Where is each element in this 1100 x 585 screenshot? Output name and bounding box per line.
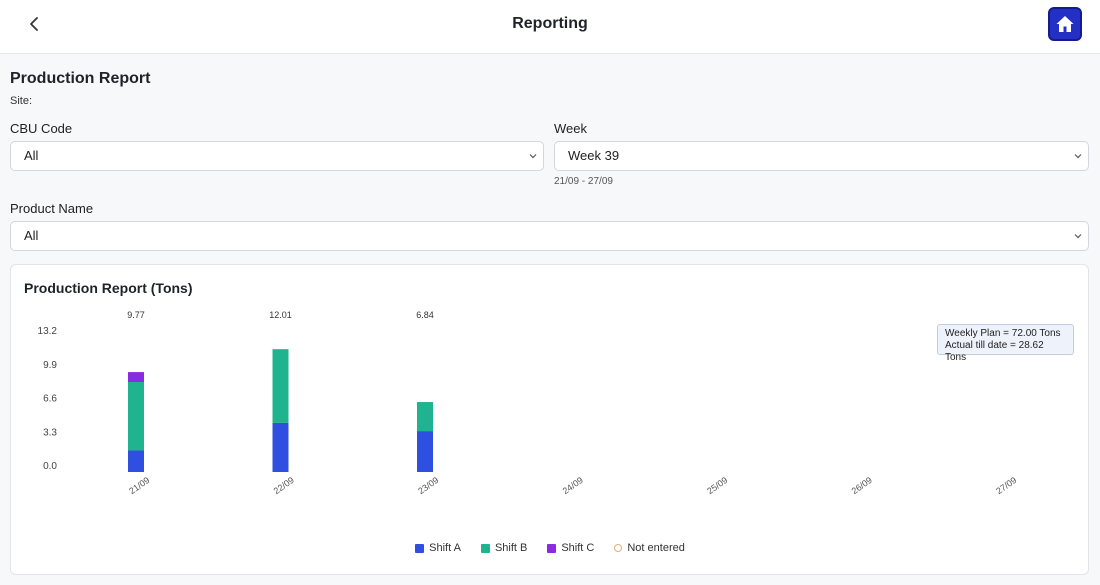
bar-shift-c (128, 372, 144, 382)
chevron-down-icon (1074, 234, 1082, 239)
week-label: Week (554, 121, 587, 136)
bar-shift-a (128, 450, 144, 472)
bar-shift-a (272, 422, 289, 472)
bar-shift-b (272, 349, 289, 423)
week-value: Week 39 (568, 148, 620, 163)
product-name-select[interactable]: All (10, 221, 1089, 251)
chevron-down-icon (529, 154, 537, 159)
legend-item[interactable]: Not entered (614, 540, 685, 556)
y-tick-label: 9.9 (43, 360, 57, 371)
site-label: Site: (10, 95, 33, 107)
legend-item[interactable]: Shift C (547, 540, 594, 556)
bar-total-label: 6.84 (416, 310, 434, 320)
actual-till-date-text: Actual till date = 28.62 Tons (945, 340, 1044, 363)
legend-label: Not entered (627, 542, 685, 554)
legend-swatch (614, 544, 623, 552)
home-button[interactable] (1048, 7, 1082, 41)
y-tick-label: 13.2 (38, 326, 58, 337)
week-select[interactable]: Week 39 (554, 141, 1089, 171)
bar-shift-a (417, 431, 433, 472)
report-title: Production Report (10, 70, 151, 87)
cbu-code-label: CBU Code (10, 121, 73, 136)
cbu-code-select[interactable]: All (10, 141, 544, 171)
chart-card (10, 264, 1089, 575)
bar-shift-b (128, 382, 144, 451)
y-tick-label: 3.3 (43, 427, 57, 438)
weekly-plan-text: Weekly Plan = 72.00 Tons (945, 328, 1061, 339)
week-date-range: 21/09 - 27/09 (554, 176, 613, 187)
bar-total-label: 9.77 (127, 310, 145, 320)
home-icon (1056, 16, 1074, 32)
chevron-left-icon (30, 17, 38, 31)
legend-label: Shift B (494, 542, 528, 554)
legend-swatch (547, 543, 557, 553)
legend-swatch (415, 543, 425, 553)
x-tick-label: 21/09 (127, 475, 151, 496)
bar-total-label: 12.01 (269, 310, 292, 320)
back-button[interactable] (22, 12, 46, 36)
bar-shift-b (417, 402, 433, 432)
x-tick-label: 26/09 (850, 475, 874, 496)
x-tick-label: 27/09 (994, 475, 1018, 496)
weekly-summary-tooltip: Weekly Plan = 72.00 Tons Actual till dat… (937, 324, 1074, 363)
cbu-code-value: All (24, 148, 39, 163)
legend-label: Shift C (561, 542, 595, 554)
chart-legend: Shift A Shift B Shift C Not entered (0, 540, 1100, 556)
product-name-label: Product Name (10, 201, 94, 216)
legend-item[interactable]: Shift A (415, 540, 461, 556)
x-tick-label: 23/09 (416, 475, 440, 496)
product-name-value: All (24, 228, 39, 243)
x-tick-label: 25/09 (705, 475, 729, 496)
x-tick-label: 22/09 (272, 475, 296, 496)
chart-title: Production Report (Tons) (24, 280, 193, 296)
legend-swatch (480, 543, 490, 553)
x-tick-label: 24/09 (561, 475, 585, 496)
legend-label: Shift A (429, 542, 461, 554)
y-tick-label: 6.6 (43, 394, 57, 405)
chevron-down-icon (1074, 154, 1082, 159)
legend-item[interactable]: Shift B (480, 540, 528, 556)
y-tick-label: 0.0 (43, 461, 57, 472)
